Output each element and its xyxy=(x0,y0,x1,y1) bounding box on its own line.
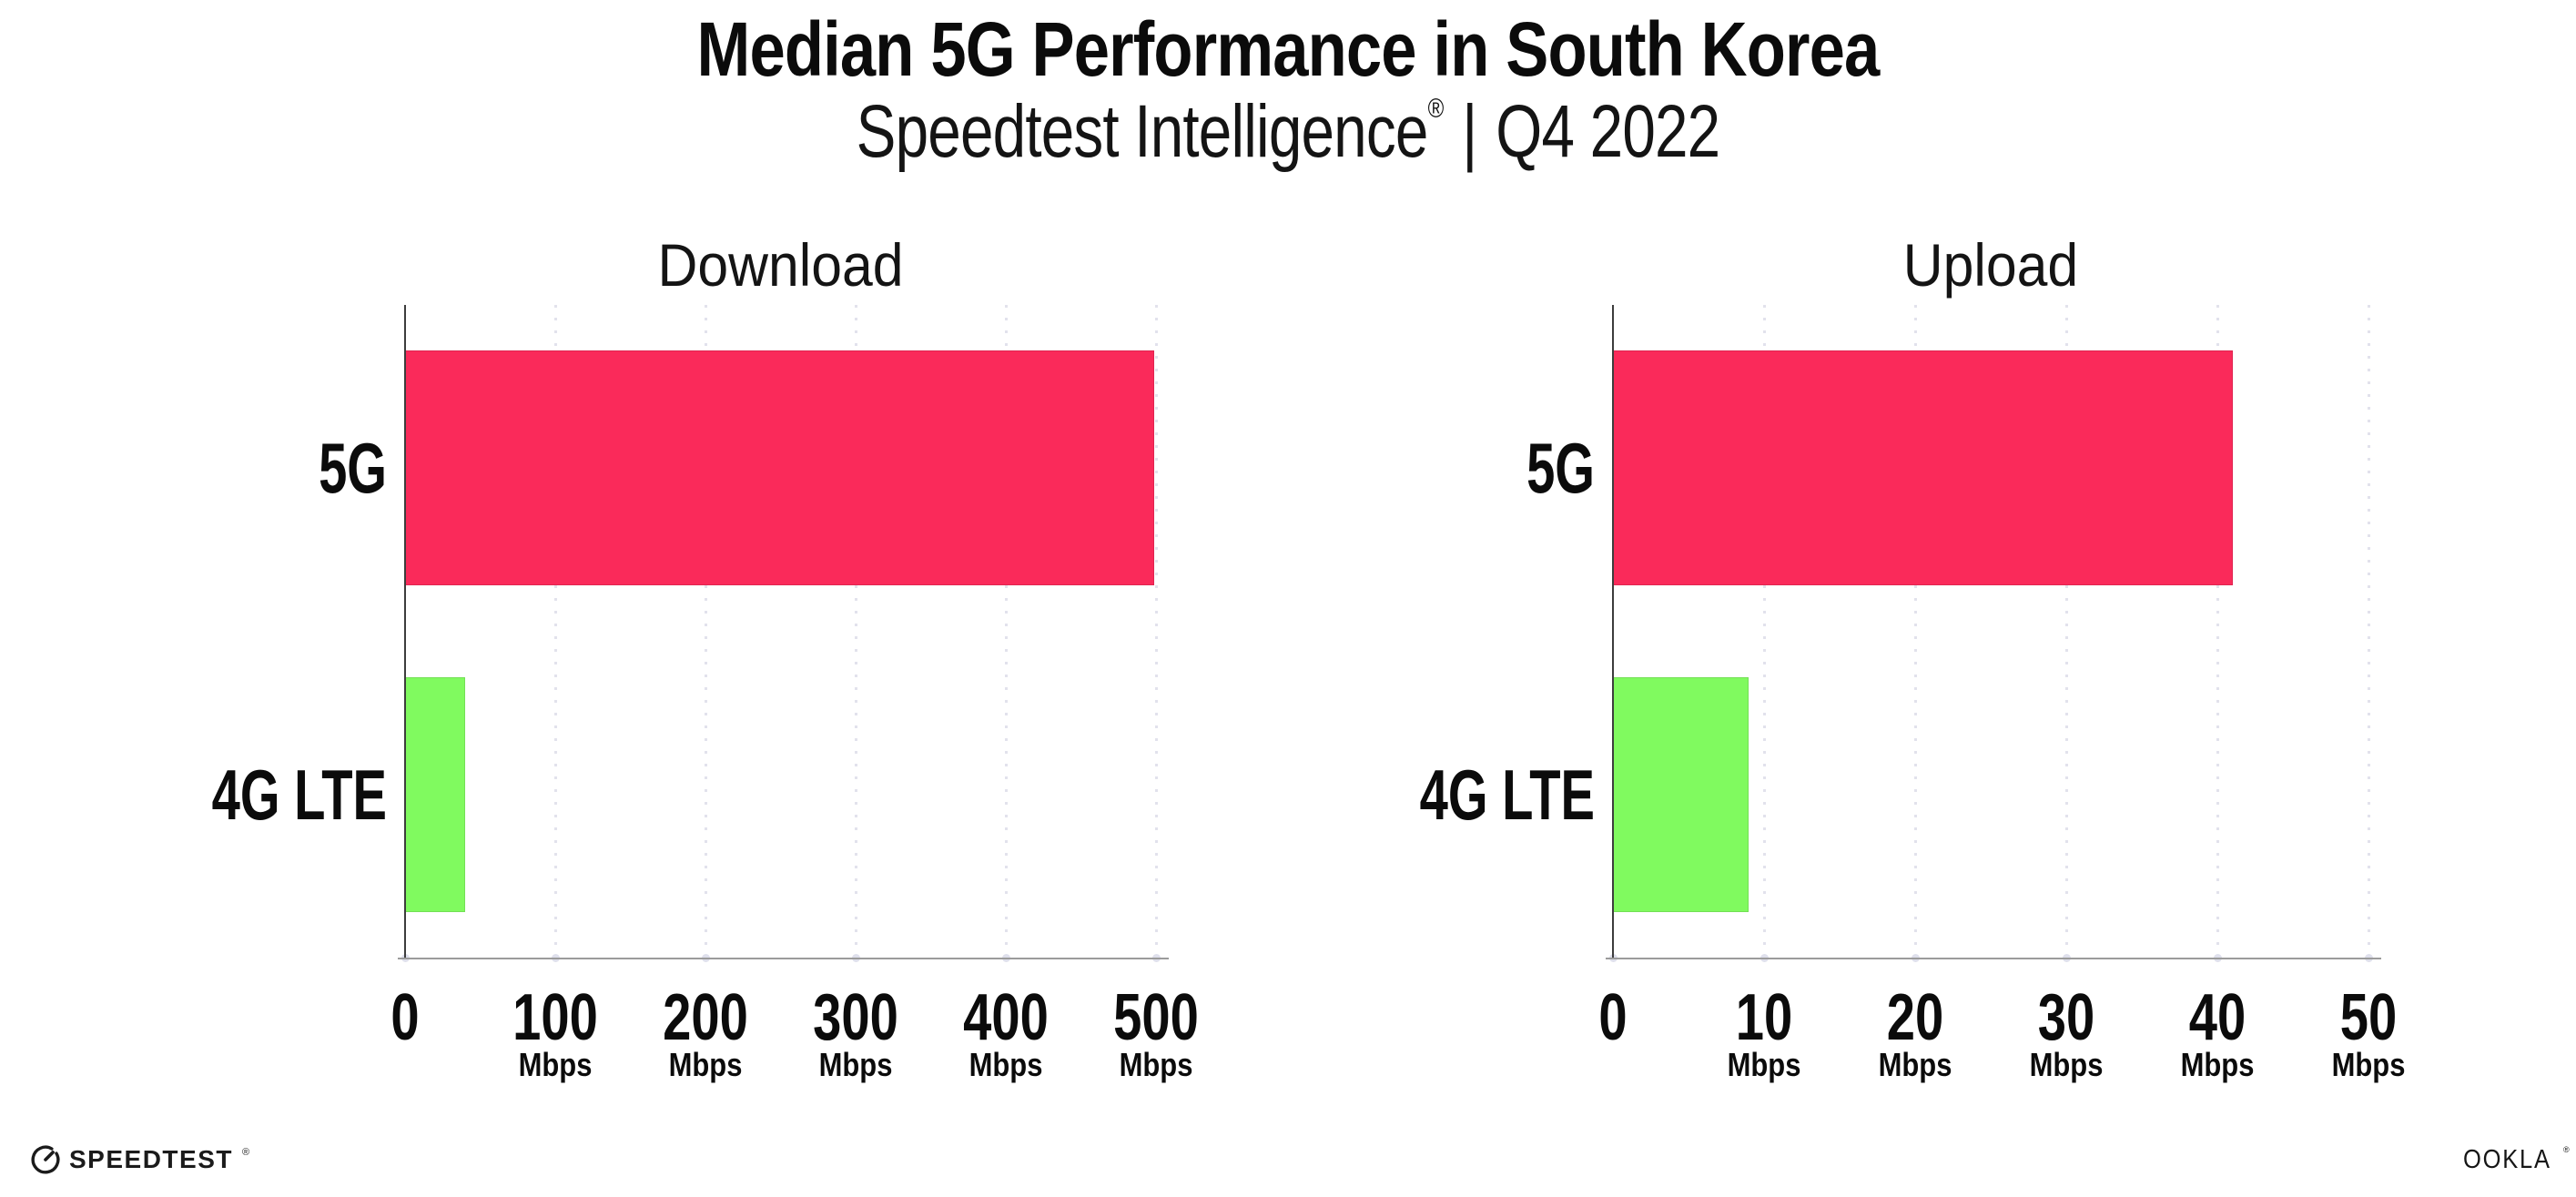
x-tick-label: 300 xyxy=(813,981,898,1054)
y-category-label-4g-lte: 4G LTE xyxy=(211,754,387,835)
x-axis xyxy=(1606,958,2381,959)
x-tick-unit: Mbps xyxy=(1727,1046,1801,1083)
gridline xyxy=(1762,305,1766,958)
y-category-label-5g: 5G xyxy=(319,428,387,509)
speedtest-registered-mark: ® xyxy=(241,1147,250,1158)
speedtest-gauge-icon xyxy=(31,1145,60,1174)
x-tick-label: 200 xyxy=(663,981,748,1054)
y-axis xyxy=(404,305,406,958)
x-tick-unit: Mbps xyxy=(969,1046,1043,1083)
x-tick-label: 40 xyxy=(2188,981,2246,1054)
gridline xyxy=(1004,305,1008,958)
gridline xyxy=(2216,305,2219,958)
x-tick-label: 10 xyxy=(1735,981,1793,1054)
ookla-logo: OOKLA ® xyxy=(2463,1145,2570,1174)
x-tick-unit: Mbps xyxy=(518,1046,593,1083)
upload-bar-5g xyxy=(1613,350,2233,586)
x-axis xyxy=(398,958,1169,959)
gridline xyxy=(704,305,707,958)
x-tick-label: 0 xyxy=(1598,981,1628,1054)
x-tick-unit: Mbps xyxy=(2331,1046,2406,1083)
y-axis xyxy=(1612,305,1614,958)
chart-title-download: Download xyxy=(657,231,904,299)
x-tick-unit: Mbps xyxy=(1878,1046,1952,1083)
x-tick-label: 50 xyxy=(2339,981,2398,1054)
speedtest-logo: SPEEDTEST ® xyxy=(30,1144,249,1175)
x-tick-unit: Mbps xyxy=(2180,1046,2255,1083)
page-subtitle: Speedtest Intelligence® | Q4 2022 xyxy=(258,90,2318,173)
gridline xyxy=(854,305,857,958)
x-tick-label: 400 xyxy=(963,981,1049,1054)
gridline xyxy=(2367,305,2370,958)
chart-title-upload: Upload xyxy=(1902,231,2079,299)
speedtest-logo-text: SPEEDTEST xyxy=(69,1145,233,1173)
x-tick-label: 500 xyxy=(1113,981,1199,1054)
x-tick-unit: Mbps xyxy=(668,1046,743,1083)
y-category-label-5g: 5G xyxy=(1526,428,1595,509)
ookla-registered-mark: ® xyxy=(2562,1145,2570,1154)
download-bar-4g-lte xyxy=(405,676,465,912)
x-tick-unit: Mbps xyxy=(1119,1046,1193,1083)
subtitle-brand: Speedtest Intelligence xyxy=(856,90,1429,173)
registered-trademark-icon: ® xyxy=(1427,94,1445,124)
x-tick-label: 0 xyxy=(390,981,420,1054)
x-tick-label: 100 xyxy=(512,981,598,1054)
subtitle-period: Q4 2022 xyxy=(1496,90,1720,173)
x-tick-label: 20 xyxy=(1886,981,1944,1054)
x-tick-label: 30 xyxy=(2037,981,2095,1054)
gridline xyxy=(1154,305,1158,958)
download-bar-5g xyxy=(405,350,1155,586)
x-tick-unit: Mbps xyxy=(818,1046,893,1083)
x-tick-unit: Mbps xyxy=(2029,1046,2104,1083)
y-category-label-4g-lte: 4G LTE xyxy=(1419,754,1595,835)
upload-bar-4g-lte xyxy=(1613,676,1749,912)
gridline xyxy=(1913,305,1917,958)
subtitle-separator: | xyxy=(1462,90,1477,173)
ookla-logo-text: OOKLA xyxy=(2463,1145,2551,1174)
page-title: Median 5G Performance in South Korea xyxy=(696,6,1881,92)
gridline xyxy=(2064,305,2068,958)
gridline xyxy=(553,305,557,958)
